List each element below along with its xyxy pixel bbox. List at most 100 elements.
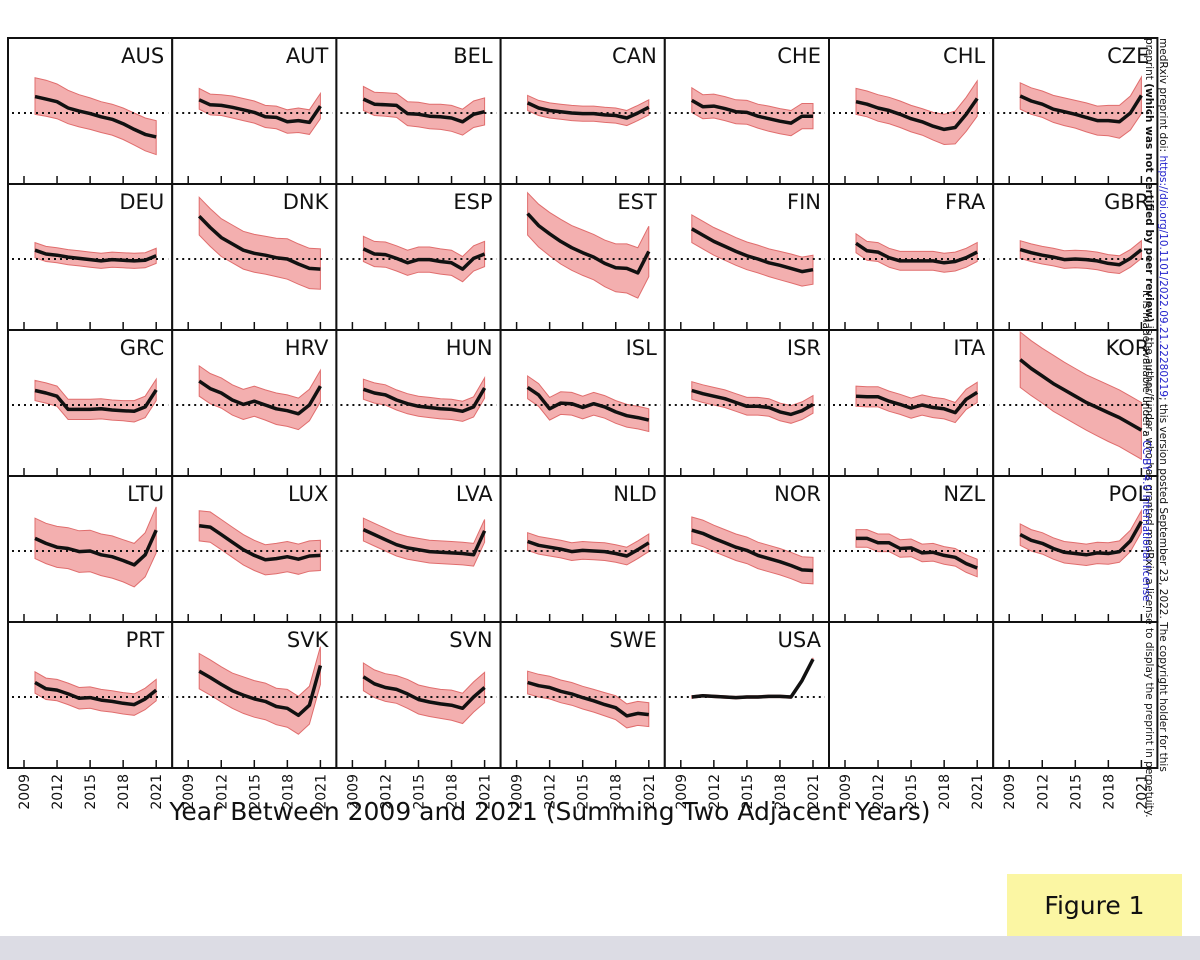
license-link[interactable]: CC-BY 4.0 International license	[1140, 440, 1152, 602]
x-tick-label: 2021	[313, 774, 329, 810]
panel-label: LTU	[127, 482, 164, 506]
panel-label: LUX	[288, 482, 328, 506]
panel-label: LVA	[456, 482, 493, 506]
panel-usa: USA	[663, 621, 830, 769]
x-tick-label: 2018	[609, 774, 625, 810]
panel-aut: AUT	[171, 37, 338, 185]
series-line	[856, 536, 978, 570]
series-line	[198, 524, 321, 562]
panel-label: AUS	[121, 44, 164, 68]
x-tick-label: 2015	[740, 774, 756, 810]
panel-svn: SVN	[335, 621, 502, 769]
panel-prt: PRT	[7, 621, 174, 769]
series-line	[34, 388, 158, 414]
panel-label: GBR	[1104, 190, 1149, 214]
panel-label: ESP	[453, 190, 492, 214]
doi-link[interactable]: https://doi.org/10.1101/2022.09.21.22280…	[1157, 155, 1169, 398]
panel-aus: AUS	[7, 37, 174, 185]
notice-text: preprint	[1143, 38, 1155, 84]
x-tick-label: 2015	[904, 774, 920, 810]
small-multiples: AUS AUT BEL CAN CHE CHL CZE DEU DNK ESP EST FIN FRA G…	[7, 37, 1159, 769]
panel-ltu: LTU	[7, 475, 174, 623]
x-axis-label: Year Between 2009 and 2021 (Summing Two …	[169, 797, 931, 826]
panel-label: GRC	[120, 336, 164, 360]
panel-isl: ISL	[499, 329, 666, 477]
license-notice: It is made available under a CC-BY 4.0 I…	[1140, 290, 1152, 608]
x-tick-label: 2009	[510, 774, 526, 810]
confidence-band	[527, 191, 650, 299]
x-tick-label: 2021	[806, 774, 822, 810]
panel-lux: LUX	[171, 475, 338, 623]
series-line	[362, 97, 486, 124]
panel-label: CHE	[777, 44, 821, 68]
notice-text: medRxiv preprint doi:	[1157, 38, 1169, 156]
x-tick-label: 2018	[445, 774, 461, 810]
series-line	[526, 101, 650, 120]
panel-label: DNK	[283, 190, 330, 214]
series-line	[855, 241, 978, 265]
x-tick-label: 2021	[970, 774, 986, 810]
x-tick-label: 2018	[773, 774, 789, 810]
series-line	[1019, 520, 1143, 557]
panel-dnk: DNK	[171, 183, 338, 331]
series-line	[691, 658, 815, 700]
x-tick-label: 2018	[1101, 774, 1117, 810]
panel-fra: FRA	[828, 183, 995, 331]
panel-che: CHE	[663, 37, 830, 185]
x-tick-label: 2018	[937, 774, 953, 810]
panel-nzl: NZL	[828, 475, 995, 623]
series-line	[362, 247, 486, 271]
x-tick-label: 2009	[1002, 774, 1018, 810]
panel-label: BEL	[453, 44, 493, 68]
confidence-band	[362, 85, 486, 136]
panel-lva: LVA	[335, 475, 502, 623]
panel-label: CAN	[612, 44, 657, 68]
x-tick-label: 2015	[1068, 774, 1084, 810]
panel-swe: SWE	[499, 621, 666, 769]
x-tick-label: 2009	[17, 774, 33, 810]
panel-empty	[828, 621, 995, 769]
series-line	[34, 94, 157, 139]
panel-empty	[992, 621, 1159, 769]
panel-label: DEU	[119, 190, 164, 214]
x-tick-label: 2018	[280, 774, 296, 810]
series-line	[855, 390, 979, 415]
panel-frame	[992, 621, 1159, 769]
series-line	[526, 212, 651, 275]
series-line	[1019, 358, 1143, 432]
x-tick-label: 2015	[576, 774, 592, 810]
panel-label: NZL	[943, 482, 985, 506]
panel-pol: POL	[992, 475, 1159, 623]
panel-label: NOR	[774, 482, 821, 506]
x-tick-label: 2012	[543, 774, 559, 810]
series-line	[34, 248, 157, 263]
panel-label: SWE	[609, 628, 656, 652]
series-line	[691, 528, 814, 573]
notice-text: .	[1140, 601, 1152, 609]
series-line	[526, 385, 650, 422]
panel-gbr: GBR	[992, 183, 1159, 331]
panel-grc: GRC	[7, 329, 174, 477]
series-line	[34, 529, 158, 567]
notice-text: ; this version posted September 23, 2022…	[1157, 397, 1169, 772]
confidence-band	[362, 662, 486, 725]
series-line	[527, 680, 649, 718]
series-line	[198, 665, 323, 718]
panel-nld: NLD	[499, 475, 666, 623]
panel-bel: BEL	[335, 37, 502, 185]
series-line	[197, 214, 321, 271]
panel-label: ISR	[787, 336, 821, 360]
panel-label: CHL	[943, 44, 985, 68]
panel-label: FRA	[945, 190, 986, 214]
x-tick-label: 2009	[674, 774, 690, 810]
confidence-band	[1019, 330, 1142, 461]
series-line	[198, 379, 322, 416]
confidence-band	[527, 94, 650, 127]
x-tick-label: 2009	[345, 774, 361, 810]
confidence-band	[691, 516, 814, 585]
x-tick-labels: 2009 2012 2015 2018 2021 2009 2012 2015 2018 2021…	[17, 774, 1150, 810]
x-tick-label: 2018	[116, 774, 132, 810]
panel-frame	[663, 621, 830, 769]
x-tick-label: 2021	[1134, 774, 1150, 810]
